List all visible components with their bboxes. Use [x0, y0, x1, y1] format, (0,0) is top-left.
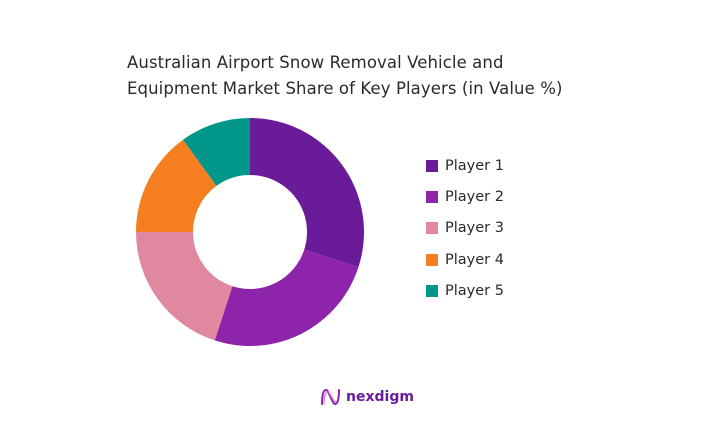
- nexdigm-logo: nexdigm: [320, 387, 414, 407]
- nexdigm-wave-icon: [321, 388, 340, 406]
- donut-slice-player-5: [182, 118, 250, 186]
- legend-item-player-2: Player 2: [426, 181, 504, 212]
- legend-item-player-5: Player 5: [426, 275, 504, 306]
- chart-title-line-1: Australian Airport Snow Removal Vehicle …: [127, 53, 504, 72]
- logo-text: nexdigm: [346, 389, 414, 405]
- legend-swatch: [426, 222, 438, 235]
- chart-title: Australian Airport Snow Removal Vehicle …: [127, 50, 607, 102]
- legend-swatch: [426, 253, 438, 266]
- legend-item-player-4: Player 4: [426, 244, 504, 275]
- chart-legend: Player 1 Player 2 Player 3 Player 4 Play…: [426, 150, 504, 306]
- legend-item-player-1: Player 1: [426, 150, 504, 181]
- donut-slice-player-2: [214, 249, 359, 346]
- legend-swatch: [426, 190, 438, 203]
- legend-label: Player 2: [445, 188, 504, 205]
- chart-title-line-2: Equipment Market Share of Key Players (i…: [127, 79, 563, 98]
- legend-label: Player 4: [445, 251, 504, 268]
- donut-slice-player-4: [136, 139, 217, 232]
- donut-slice-player-1: [250, 118, 364, 268]
- legend-label: Player 3: [445, 220, 504, 237]
- legend-label: Player 5: [445, 282, 504, 299]
- legend-item-player-3: Player 3: [426, 213, 504, 244]
- legend-label: Player 1: [445, 157, 504, 174]
- donut-slice-player-3: [136, 232, 233, 341]
- legend-swatch: [426, 284, 438, 297]
- legend-swatch: [426, 159, 438, 172]
